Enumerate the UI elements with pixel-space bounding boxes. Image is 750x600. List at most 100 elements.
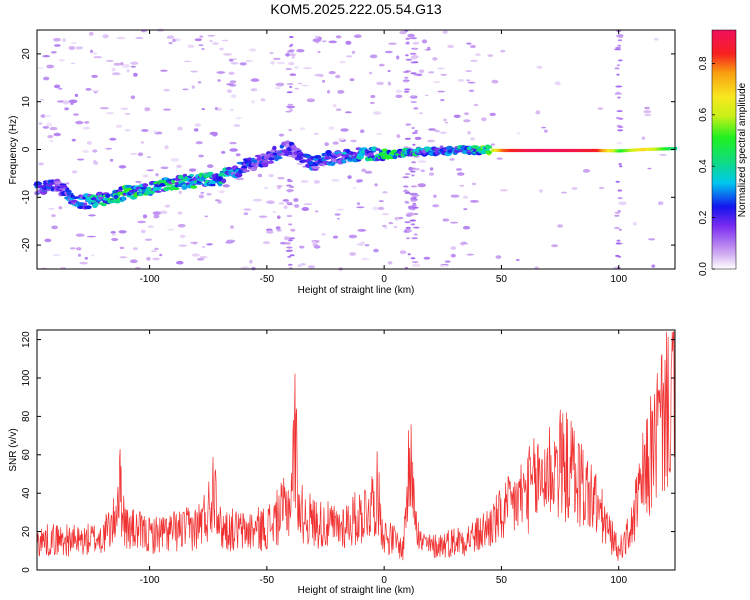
spectrogram-speckle: [289, 85, 293, 88]
spectrogram-speckle: [418, 69, 425, 73]
spectrogram-speckle: [286, 203, 293, 206]
spectrogram-speckle: [377, 206, 385, 211]
spectrogram-speckle: [411, 55, 419, 59]
spectrogram-speckle: [274, 86, 281, 90]
spectrogram-speckle: [91, 74, 98, 78]
spectrogram-speckle: [382, 224, 387, 228]
spectrogram-speckle: [411, 174, 415, 177]
spectrogram-speckle: [405, 214, 413, 217]
spectrogram-ridge-cell: [269, 149, 276, 153]
spectrogram-speckle: [412, 143, 416, 146]
spectrogram-speckle: [258, 215, 268, 218]
spectrogram-speckle: [394, 216, 399, 221]
spectrogram-ridge-cell: [543, 148, 546, 153]
spectrogram-speckle: [229, 80, 237, 84]
spectrogram-speckle: [118, 165, 127, 169]
spectrogram-speckle: [424, 94, 429, 97]
spectrogram-speckle: [351, 50, 355, 55]
spectrogram-ridge-cell: [601, 149, 604, 153]
spectrogram-speckle: [120, 107, 129, 111]
spectrogram-ridge-cell: [671, 147, 674, 151]
spectrogram-speckle: [500, 49, 506, 53]
spectrogram-speckle: [191, 253, 200, 257]
spectrogram-speckle: [289, 254, 295, 257]
spectrogram-speckle: [388, 42, 397, 45]
snr-ytick-label: 60: [21, 449, 32, 461]
spectrogram-speckle: [301, 84, 309, 87]
spectrogram-speckle: [544, 129, 548, 133]
spectrogram-speckle: [209, 40, 213, 43]
spectrogram-ridge-cell: [521, 148, 524, 153]
spectrogram-speckle: [214, 107, 218, 111]
spectrogram-ridge-cell: [508, 148, 511, 153]
spectrogram-xtick-label: 100: [610, 274, 627, 285]
spectrogram-ridge-cell: [94, 202, 99, 207]
spectrogram-speckle: [314, 132, 319, 135]
spectrogram-ridge-cell: [596, 148, 599, 153]
spectrogram-speckle: [38, 122, 43, 125]
spectrogram-ridge-cell: [568, 148, 571, 153]
spectrogram-ridge-cell: [628, 148, 631, 152]
spectrogram-speckle: [539, 189, 543, 193]
spectrogram-speckle: [434, 129, 440, 133]
spectrogram-ridge-cell: [556, 148, 559, 153]
spectrogram-speckle: [288, 45, 292, 48]
spectrogram-speckle: [278, 133, 285, 137]
spectrogram-ridge-cell: [560, 148, 563, 153]
spectrogram-speckle: [68, 99, 78, 104]
spectrogram-speckle: [408, 166, 414, 171]
spectrogram-speckle: [616, 141, 623, 145]
spectrogram-speckle: [617, 44, 621, 47]
spectrogram-speckle: [411, 261, 419, 264]
spectrogram-speckle: [283, 205, 288, 209]
spectrogram-speckle: [221, 39, 229, 42]
spectrogram-speckle: [159, 253, 163, 257]
spectrogram-speckle: [88, 214, 96, 217]
spectrogram-ridge-cell: [268, 157, 275, 161]
spectrogram-speckle: [405, 42, 410, 45]
spectrogram-speckle: [151, 250, 157, 253]
spectrogram-ridge-cell: [609, 149, 612, 153]
spectrogram-speckle: [644, 113, 652, 117]
spectrogram-ridge-cell: [190, 185, 198, 189]
spectrogram-speckle: [616, 73, 620, 76]
spectrogram-speckle: [287, 189, 294, 192]
spectrogram-speckle: [73, 113, 79, 116]
spectrogram-speckle: [54, 84, 61, 89]
spectrogram-speckle: [407, 253, 411, 256]
spectrogram-speckle: [403, 185, 409, 188]
spectrogram-speckle: [457, 79, 465, 82]
spectrogram-speckle: [450, 194, 460, 198]
spectrogram-speckle: [50, 51, 57, 54]
spectrogram-ridge-cell: [325, 150, 332, 155]
spectrogram-ridge-cell: [159, 182, 167, 187]
spectrogram-speckle: [331, 179, 340, 182]
spectrogram-ridge-cell: [216, 176, 223, 182]
spectrogram-speckle: [361, 257, 370, 261]
spectrogram-speckle: [335, 108, 342, 111]
spectrogram-speckle: [69, 247, 76, 250]
spectrogram-speckle: [142, 174, 149, 178]
spectrogram-ridge-cell: [637, 148, 640, 152]
spectrogram-ridge-cell: [367, 152, 374, 156]
spectrogram-speckle: [337, 137, 345, 141]
spectrogram-speckle: [65, 182, 70, 185]
spectrogram-speckle: [49, 126, 58, 131]
spectrogram-speckle: [62, 38, 67, 43]
spectrogram-speckle: [403, 80, 409, 83]
spectrogram-speckle: [455, 168, 463, 171]
spectrogram-speckle: [264, 186, 268, 190]
spectrogram-speckle: [233, 124, 241, 127]
spectrogram-ridge-cell: [485, 145, 493, 149]
spectrogram-ridge-cell: [241, 165, 248, 169]
spectrogram-speckle: [456, 172, 465, 176]
spectrogram-ridge-cell: [598, 148, 601, 153]
spectrogram-speckle: [129, 153, 138, 155]
spectrogram-speckle: [100, 107, 109, 110]
spectrogram-speckle: [614, 214, 620, 217]
spectrogram-speckle: [77, 158, 85, 161]
spectrogram-speckle: [423, 256, 431, 260]
snr-frame: [36, 329, 676, 571]
spectrogram-speckle: [53, 132, 61, 137]
spectrogram-ridge-cell: [528, 148, 531, 153]
